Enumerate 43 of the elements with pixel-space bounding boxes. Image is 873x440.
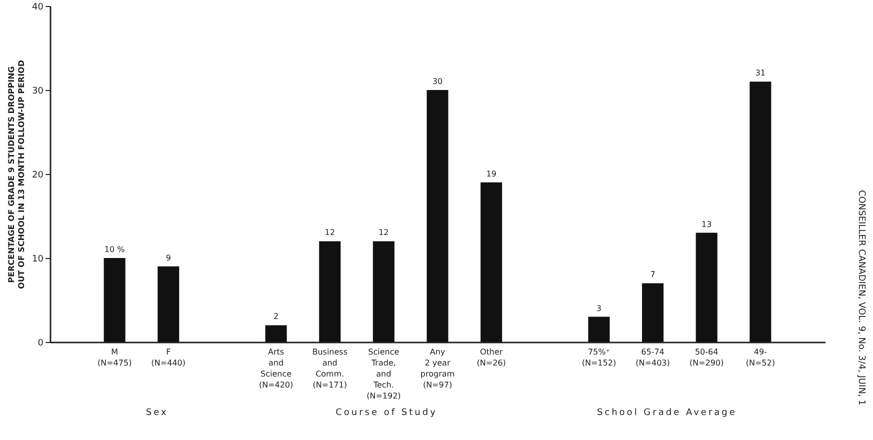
y-tick-label: 30 <box>32 86 44 96</box>
bar <box>642 283 664 342</box>
x-tick-label: 75%⁺ (N=152) <box>582 348 616 368</box>
y-tick-label: 20 <box>32 170 44 180</box>
text: Sex <box>146 408 168 418</box>
bar <box>696 232 718 342</box>
y-tick-label: 0 <box>38 338 44 348</box>
x-tick-label: 65-74 (N=403) <box>636 348 670 368</box>
x-tick-label: Other (N=26) <box>476 348 506 368</box>
data-label: 9 <box>166 253 171 262</box>
bar <box>426 90 448 342</box>
data-label: 10 % <box>104 245 126 254</box>
bar <box>158 266 180 342</box>
x-tick-label: Science Trade, and Tech. (N=192) <box>366 348 401 400</box>
text: Course of Study <box>336 408 438 418</box>
data-label: 2 <box>273 312 279 322</box>
x-tick-label: M (N=475) <box>97 348 132 368</box>
data-label: 3 <box>596 304 602 313</box>
bar <box>480 182 502 342</box>
x-tick-label: F (N=440) <box>151 348 186 368</box>
x-tick-label: Business and Comm. (N=171) <box>312 348 348 390</box>
bar <box>265 325 287 342</box>
data-label: 30 <box>432 77 443 86</box>
data-label: 7 <box>650 270 656 280</box>
y-axis-title: PERCENTAGE OF GRADE 9 STUDENTS DROPPING OUT OF SCHOOL IN 13 MONTH FOLLOW-UP PERIOD <box>7 60 26 289</box>
bar <box>104 258 126 342</box>
bar <box>319 241 341 342</box>
data-label: 19 <box>486 169 496 178</box>
y-tick-label: 10 <box>32 254 44 264</box>
bar <box>588 316 610 342</box>
x-tick-label: 49- (N=52) <box>746 348 775 368</box>
x-tick-label: Arts and Science (N=420) <box>258 348 294 390</box>
bar <box>372 241 394 342</box>
y-tick-label: 40 <box>32 2 44 12</box>
data-label: 13 <box>702 220 712 229</box>
text: School Grade Average <box>596 408 737 418</box>
data-label: 31 <box>755 68 766 78</box>
x-tick-label: Any 2 year program (N=97) <box>420 348 455 390</box>
bar <box>750 82 772 342</box>
text: CONSEILLER CANADIEN, VOL. 9, No. 3/4, JUIN, 1 <box>856 190 866 406</box>
data-label: 12 <box>378 228 389 238</box>
x-tick-label: 50-64 (N=290) <box>689 348 724 368</box>
data-label: 12 <box>324 228 335 238</box>
